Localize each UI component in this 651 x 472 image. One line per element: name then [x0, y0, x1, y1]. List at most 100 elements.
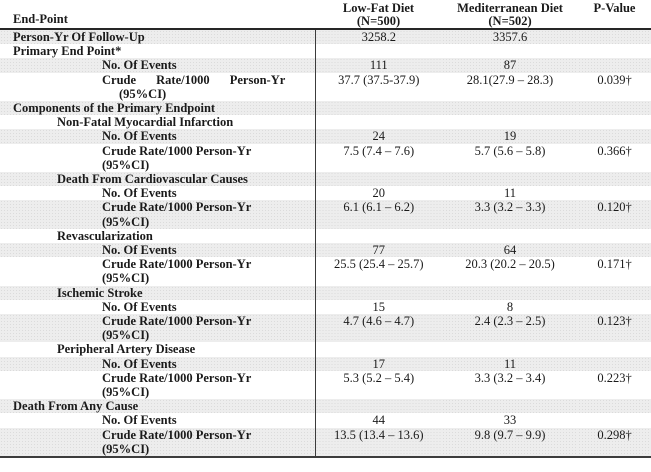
table-row: Person-Yr Of Follow-Up 3258.2 3357.6 — [0, 29, 651, 45]
table-row: Crude Rate/1000 Person-Yr (95%CI) 37.7 (3… — [0, 72, 651, 102]
row-label: Crude Rate/1000 Person-Yr (95%CI) — [0, 200, 315, 229]
pvalue — [578, 356, 651, 371]
table-row: Death From Cardiovascular Causes — [0, 172, 651, 187]
lowfat-value: 25.5 (25.4 – 25.7) — [314, 257, 442, 286]
lowfat-value: 17 — [314, 356, 442, 371]
table-row: No. Of Events 15 8 — [0, 299, 651, 315]
row-label: No. Of Events — [0, 356, 315, 371]
row-label: Ischemic Stroke — [0, 285, 315, 300]
table-row: No. Of Events 44 33 — [0, 413, 651, 428]
mediterranean-value: 9.8 (9.7 – 9.9) — [442, 427, 578, 458]
pvalue — [578, 399, 651, 414]
lowfat-value — [314, 285, 442, 300]
mediterranean-value — [442, 342, 578, 356]
mediterranean-value: 5.7 (5.6 – 5.8) — [474, 143, 546, 158]
row-label: Primary End Point* — [13, 44, 122, 59]
table-row: Death From Any Cause — [0, 399, 651, 414]
mediterranean-value: 19 — [442, 129, 578, 144]
lowfat-value: 5.3 (5.2 – 5.4) — [314, 370, 442, 400]
table-row: No. Of Events 20 11 — [0, 186, 651, 201]
pvalue — [578, 172, 651, 187]
row-label: Person-Yr Of Follow-Up — [0, 29, 315, 45]
lowfat-value: 15 — [314, 299, 442, 315]
table-row: No. Of Events 77 64 — [0, 243, 651, 258]
row-label: Non-Fatal Myocardial Infarction — [57, 115, 234, 130]
table-row: No. Of Events 24 19 — [0, 129, 651, 144]
mediterranean-value: 8 — [506, 299, 514, 314]
pvalue-header-line1: P-Value — [593, 1, 636, 15]
mediterranean-value — [442, 172, 578, 187]
table-row: Revascularization — [0, 228, 651, 244]
row-label: Crude Rate/1000 Person-Yr (95%CI) — [0, 314, 315, 343]
mediterranean-value: 28.1(27.9 – 28.3) — [466, 72, 554, 87]
row-label: Crude Rate/1000 Person-Yr (95%CI) — [102, 143, 252, 172]
row-label: No. Of Events — [0, 243, 315, 258]
row-label: No. Of Events — [0, 129, 315, 144]
row-label: Crude Rate/1000 Person-Yr (95%CI) — [0, 427, 315, 458]
table-row: Crude Rate/1000 Person-Yr (95%CI) 7.5 (7.… — [0, 143, 651, 173]
lowfat-value — [314, 44, 442, 59]
lowfat-value: 3258.2 — [314, 29, 442, 45]
lowfat-value — [314, 342, 442, 357]
column-header-lowfat: Low-Fat Diet (N=500) — [315, 0, 442, 30]
table-row: Peripheral Artery Disease — [0, 342, 651, 357]
mediterranean-value: 87 — [442, 58, 578, 73]
pvalue: 0.039† — [597, 72, 632, 87]
mediterranean-header-line2: (N=502) — [488, 14, 532, 28]
table-body: Person-Yr Of Follow-Up 3258.2 3357.6 Primar… — [0, 29, 651, 458]
lowfat-value: 4.7 (4.6 – 4.7) — [314, 314, 442, 343]
pvalue — [578, 58, 651, 73]
row-label: No. Of Events — [102, 413, 177, 428]
pvalue — [578, 285, 651, 300]
row-label: Components of the Primary Endpoint — [0, 101, 315, 116]
pvalue — [578, 29, 651, 45]
lowfat-value: 20 — [314, 186, 442, 201]
row-label: No. Of Events — [102, 299, 177, 314]
pvalue — [578, 101, 651, 116]
table-row: Crude Rate/1000 Person-Yr (95%CI) 13.5 (1… — [0, 427, 651, 458]
table-row: Crude Rate/1000 Person-Yr (95%CI) 6.1 (6.… — [0, 200, 651, 229]
row-label: Crude Rate/1000 Person-Yr (95%CI) — [102, 72, 286, 101]
pvalue — [578, 342, 651, 356]
mediterranean-value — [442, 115, 578, 129]
lowfat-value: 111 — [314, 58, 442, 73]
pvalue: 0.120† — [578, 200, 651, 229]
lowfat-value: 6.1 (6.1 – 6.2) — [314, 200, 442, 229]
lowfat-value: 24 — [314, 129, 442, 144]
table-header: End-Point Low-Fat Diet (N=500) Mediterra… — [0, 0, 651, 30]
lowfat-value — [314, 115, 442, 130]
row-label: Death From Cardiovascular Causes — [0, 172, 315, 187]
mediterranean-value: 33 — [503, 413, 517, 428]
mediterranean-value: 64 — [442, 243, 578, 258]
mediterranean-value: 11 — [503, 186, 517, 201]
lowfat-value — [314, 399, 442, 414]
pvalue — [578, 300, 651, 314]
pvalue — [578, 243, 651, 258]
mediterranean-value: 3.3 (3.2 – 3.4) — [474, 370, 546, 385]
lowfat-value: 77 — [314, 243, 442, 258]
endpoint-header-label: End-Point — [13, 12, 68, 26]
pvalue: 0.223† — [597, 370, 632, 385]
table-row: Crude Rate/1000 Person-Yr (95%CI) 5.3 (5.… — [0, 370, 651, 400]
table-row: No. Of Events 111 87 — [0, 58, 651, 73]
table-row: Components of the Primary Endpoint — [0, 101, 651, 116]
lowfat-value: 7.5 (7.4 – 7.6) — [314, 143, 442, 173]
pvalue: 0.123† — [578, 314, 651, 343]
mediterranean-header-line1: Mediterranean Diet — [457, 1, 563, 15]
lowfat-value — [314, 228, 442, 244]
row-label: Crude Rate/1000 Person-Yr (95%CI) — [102, 370, 252, 400]
row-label: Peripheral Artery Disease — [57, 342, 196, 357]
row-label: Crude Rate/1000 Person-Yr (95%CI) — [102, 257, 252, 286]
mediterranean-value — [442, 399, 578, 414]
row-label: Revascularization — [57, 228, 153, 243]
mediterranean-value: 3.3 (3.2 – 3.3) — [442, 200, 578, 229]
mediterranean-value: 11 — [442, 356, 578, 371]
pvalue — [578, 186, 651, 200]
table-row: No. Of Events 17 11 — [0, 356, 651, 371]
lowfat-value: 37.7 (37.5-37.9) — [314, 72, 442, 102]
row-label: Death From Any Cause — [0, 399, 315, 414]
lowfat-value: 44 — [314, 413, 442, 428]
mediterranean-value — [442, 285, 578, 300]
row-label: No. Of Events — [0, 58, 315, 73]
